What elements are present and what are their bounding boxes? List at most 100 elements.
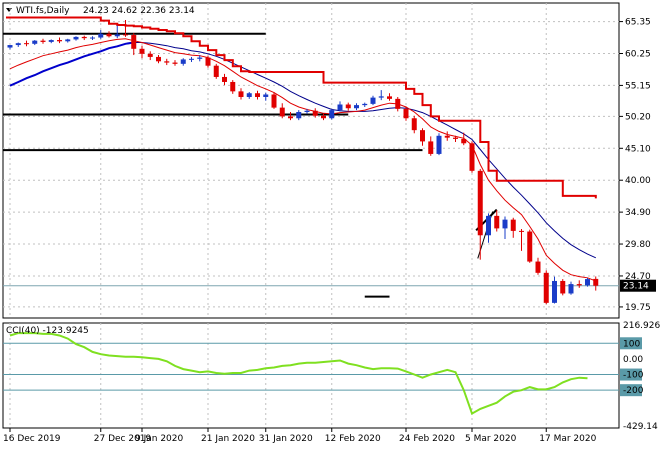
price-tick-label: 34.90 [625, 208, 651, 218]
candle-body [395, 98, 401, 109]
candle-body [139, 48, 145, 54]
current-price-label: 23.14 [623, 282, 649, 292]
date-label: 5 Mar 2020 [465, 434, 517, 444]
candle-body [502, 219, 508, 229]
candle-body [164, 61, 170, 63]
candle-body [552, 280, 557, 303]
candle-body [65, 39, 71, 42]
candle-body [461, 138, 467, 144]
price-panel-frame [2, 2, 620, 319]
candle-body [15, 43, 21, 46]
candle-body [345, 104, 351, 109]
candle-body [453, 137, 458, 139]
candle-body [123, 34, 128, 36]
cci-tick-label: -429.14 [623, 422, 658, 432]
date-label: 17 Mar 2020 [539, 434, 596, 444]
candle-body [73, 36, 79, 40]
candle-body [271, 94, 277, 108]
candle-body [560, 280, 566, 294]
fast-moving-average-line [9, 38, 596, 282]
candle-body [510, 219, 516, 231]
cci-tick-label: 216.9267 [623, 321, 660, 331]
candle-body [420, 130, 425, 142]
date-label: 12 Feb 2020 [325, 434, 381, 444]
candle-body [535, 261, 541, 273]
cci-panel-frame [2, 322, 620, 429]
candle-body [180, 59, 186, 64]
candle-body [238, 91, 244, 97]
cci-tick-label: -100 [623, 371, 644, 381]
candle-body [329, 110, 335, 119]
candle-body [230, 81, 236, 92]
candle-body [304, 110, 310, 113]
candle-body [436, 135, 442, 154]
candle-body [494, 215, 500, 229]
candle-body [585, 279, 590, 286]
candle-body [147, 53, 153, 57]
candle-body [32, 40, 38, 44]
price-tick-label: 24.70 [625, 272, 651, 282]
candle-body [81, 36, 87, 39]
cci-line [9, 332, 588, 416]
candle-body [296, 112, 302, 119]
price-tick-label: 45.10 [625, 144, 651, 154]
candle-body [246, 93, 252, 97]
candle-body [288, 116, 293, 119]
candle-body [568, 284, 574, 294]
current-price-badge [620, 279, 656, 292]
candle-body [312, 110, 318, 116]
candle-body [48, 40, 54, 42]
candle-body [263, 94, 269, 97]
candle-body [321, 115, 326, 119]
price-tick-label: 50.20 [625, 112, 651, 122]
candle-body [106, 33, 112, 37]
cci-level-badge [620, 384, 642, 397]
candle-body [172, 62, 178, 64]
candle-body [337, 104, 343, 111]
candle-body [40, 40, 46, 42]
date-label: 24 Feb 2020 [399, 434, 455, 444]
candle-body [255, 93, 260, 97]
candle-body [57, 40, 62, 42]
candle-body [131, 35, 137, 49]
candle-body [543, 272, 549, 303]
price-tick-label: 60.25 [625, 49, 651, 59]
candle-body [469, 143, 475, 171]
price-tick-label: 29.80 [625, 240, 651, 250]
candle-body [354, 105, 359, 109]
candle-body [486, 215, 491, 236]
cci-indicator-label: CCI(40) -123.9245 [6, 326, 89, 336]
date-label: 21 Jan 2020 [201, 434, 255, 444]
candle-body [519, 230, 524, 232]
candle-body [197, 57, 203, 59]
candle-body [403, 108, 409, 119]
ohlc-values: 24.23 24.62 22.36 23.14 [83, 6, 195, 16]
candle-body [279, 107, 285, 117]
candle-body [24, 43, 29, 45]
candle-body [387, 96, 392, 99]
resistance-step-line [5, 16, 597, 199]
cci-tick-label: -200 [623, 386, 644, 396]
price-tick-label: 40.00 [625, 176, 651, 186]
candle-body [378, 96, 384, 98]
candle-body [90, 37, 95, 39]
cci-level-badge [620, 337, 642, 350]
cci-tick-label: 100 [623, 339, 640, 349]
date-label: 31 Jan 2020 [259, 434, 313, 444]
candle-body [527, 231, 533, 262]
price-tick-label: 19.75 [625, 303, 651, 313]
blue-band-line [9, 41, 134, 87]
candle-body [444, 135, 450, 138]
candle-body [370, 97, 376, 104]
date-label: 9 Jan 2020 [135, 434, 183, 444]
symbol-label: WTI.fs,Daily [16, 6, 70, 16]
candle-body [98, 33, 104, 38]
candle-body [477, 170, 483, 236]
candle-body [576, 284, 582, 286]
candle-body [411, 118, 417, 131]
candle-body [362, 103, 368, 106]
candle-body [222, 76, 227, 82]
candle-body [213, 65, 219, 77]
